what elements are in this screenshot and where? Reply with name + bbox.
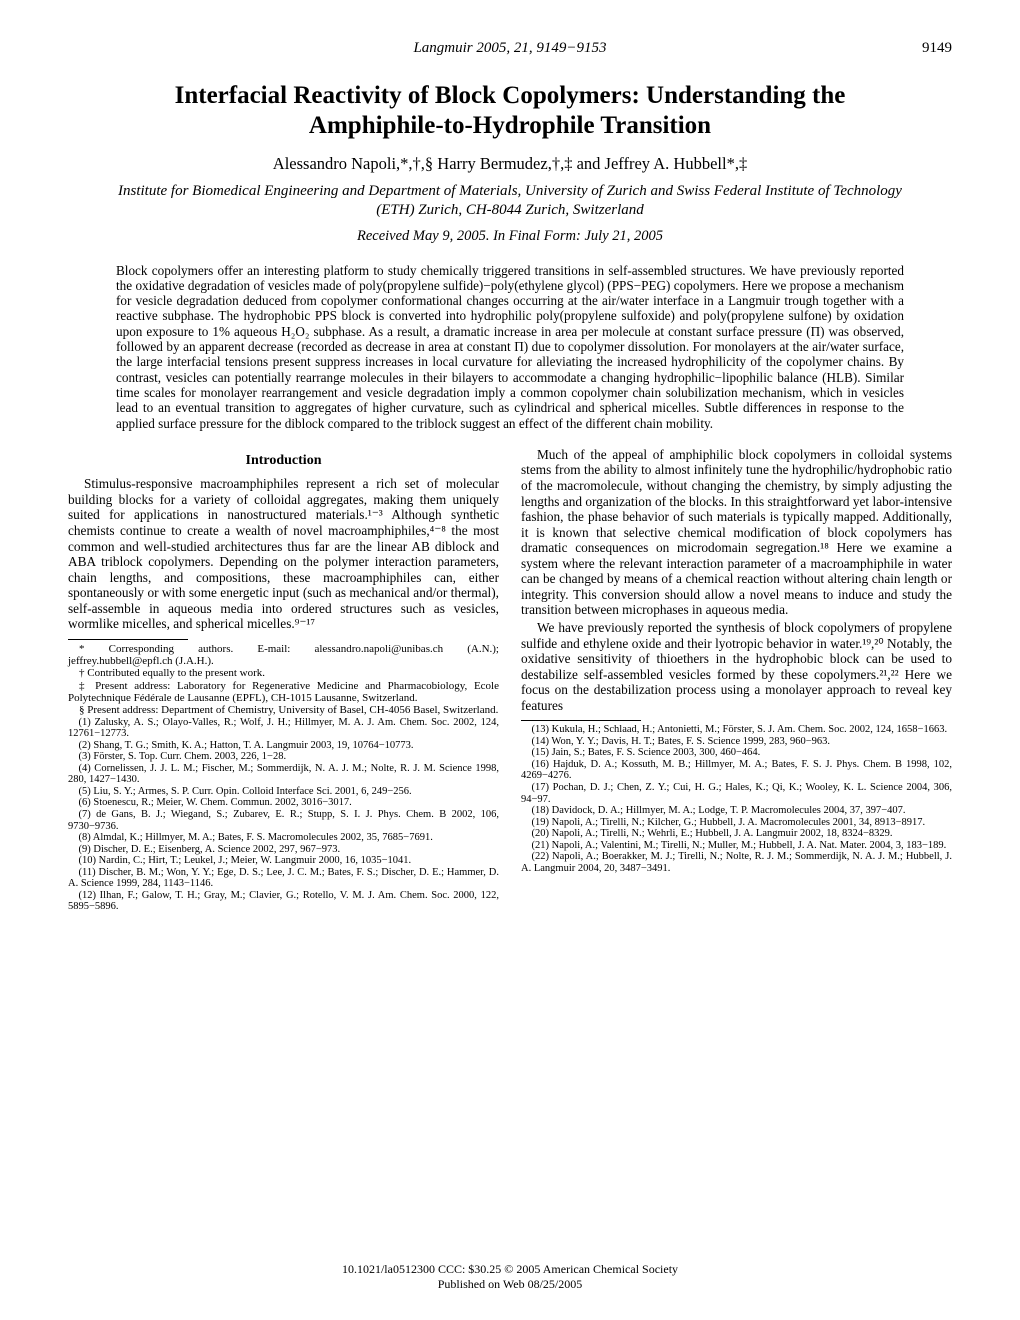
footnote: ‡ Present address: Laboratory for Regene… xyxy=(68,680,499,705)
reference-item: (16) Hajduk, D. A.; Kossuth, M. B.; Hill… xyxy=(521,759,952,782)
affiliation: Institute for Biomedical Engineering and… xyxy=(118,182,902,220)
reference-item: (15) Jain, S.; Bates, F. S. Science 2003… xyxy=(521,747,952,759)
reference-item: (9) Discher, D. E.; Eisenberg, A. Scienc… xyxy=(68,844,499,856)
reference-item: (17) Pochan, D. J.; Chen, Z. Y.; Cui, H.… xyxy=(521,782,952,805)
reference-item: (6) Stoenescu, R.; Meier, W. Chem. Commu… xyxy=(68,797,499,809)
section-heading-introduction: Introduction xyxy=(68,453,499,469)
footnote: * Corresponding authors. E-mail: alessan… xyxy=(68,643,499,668)
page-number: 9149 xyxy=(892,40,952,57)
references-right: (13) Kukula, H.; Schlaad, H.; Antonietti… xyxy=(521,724,952,874)
author-footnotes: * Corresponding authors. E-mail: alessan… xyxy=(68,643,499,717)
reference-item: (11) Discher, B. M.; Won, Y. Y.; Ege, D.… xyxy=(68,867,499,890)
reference-item: (13) Kukula, H.; Schlaad, H.; Antonietti… xyxy=(521,724,952,736)
reference-item: (8) Almdal, K.; Hillmyer, M. A.; Bates, … xyxy=(68,832,499,844)
journal-page: Langmuir 2005, 21, 9149−9153 9149 Interf… xyxy=(0,0,1020,1320)
reference-item: (18) Davidock, D. A.; Hillmyer, M. A.; L… xyxy=(521,805,952,817)
right-column: Much of the appeal of amphiphilic block … xyxy=(521,447,952,913)
received-dates: Received May 9, 2005. In Final Form: Jul… xyxy=(68,228,952,245)
running-head-left xyxy=(68,40,128,57)
running-head: Langmuir 2005, 21, 9149−9153 9149 xyxy=(68,40,952,57)
reference-item: (2) Shang, T. G.; Smith, K. A.; Hatton, … xyxy=(68,740,499,752)
footnote-separator xyxy=(68,639,188,640)
reference-item: (19) Napoli, A.; Tirelli, N.; Kilcher, G… xyxy=(521,817,952,829)
left-column: Introduction Stimulus-responsive macroam… xyxy=(68,447,499,913)
author-line: Alessandro Napoli,*,†,§ Harry Bermudez,†… xyxy=(68,154,952,174)
reference-item: (14) Won, Y. Y.; Davis, H. T.; Bates, F.… xyxy=(521,736,952,748)
reference-item: (21) Napoli, A.; Valentini, M.; Tirelli,… xyxy=(521,840,952,852)
abstract: Block copolymers offer an interesting pl… xyxy=(116,263,904,431)
footnote: † Contributed equally to the present wor… xyxy=(68,667,499,679)
reference-item: (7) de Gans, B. J.; Wiegand, S.; Zubarev… xyxy=(68,809,499,832)
running-head-journal: Langmuir 2005, 21, 9149−9153 xyxy=(128,40,892,57)
body-paragraph: Much of the appeal of amphiphilic block … xyxy=(521,447,952,618)
article-title: Interfacial Reactivity of Block Copolyme… xyxy=(128,81,892,140)
reference-item: (22) Napoli, A.; Boerakker, M. J.; Tirel… xyxy=(521,851,952,874)
body-paragraph: Stimulus-responsive macroamphiphiles rep… xyxy=(68,476,499,631)
reference-item: (1) Zalusky, A. S.; Olayo-Valles, R.; Wo… xyxy=(68,717,499,740)
footer-doi-line: 10.1021/la0512300 CCC: $30.25 © 2005 Ame… xyxy=(0,1262,1020,1277)
footnote: § Present address: Department of Chemist… xyxy=(68,704,499,716)
reference-item: (20) Napoli, A.; Tirelli, N.; Wehrli, E.… xyxy=(521,828,952,840)
reference-item: (10) Nardin, C.; Hirt, T.; Leukel, J.; M… xyxy=(68,855,499,867)
footer-pub-date: Published on Web 08/25/2005 xyxy=(0,1277,1020,1292)
page-footer: 10.1021/la0512300 CCC: $30.25 © 2005 Ame… xyxy=(0,1262,1020,1292)
references-left: (1) Zalusky, A. S.; Olayo-Valles, R.; Wo… xyxy=(68,717,499,913)
two-column-body: Introduction Stimulus-responsive macroam… xyxy=(68,447,952,913)
reference-item: (5) Liu, S. Y.; Armes, S. P. Curr. Opin.… xyxy=(68,786,499,798)
body-paragraph: We have previously reported the synthesi… xyxy=(521,620,952,713)
reference-item: (3) Förster, S. Top. Curr. Chem. 2003, 2… xyxy=(68,751,499,763)
reference-separator xyxy=(521,720,641,721)
reference-item: (12) Ilhan, F.; Galow, T. H.; Gray, M.; … xyxy=(68,890,499,913)
reference-item: (4) Cornelissen, J. J. L. M.; Fischer, M… xyxy=(68,763,499,786)
